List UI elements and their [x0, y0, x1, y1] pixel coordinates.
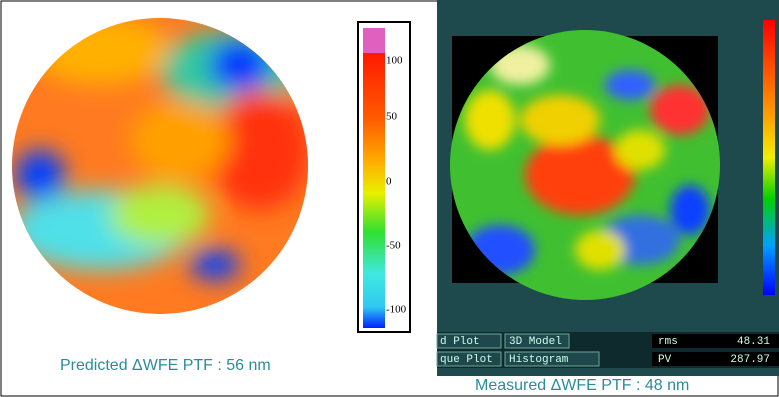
stat-value: 48.31 [737, 336, 770, 348]
predicted-map [10, 15, 310, 315]
button-label[interactable]: que Plot [440, 354, 493, 366]
stat-value: 287.97 [730, 354, 770, 366]
colorbar-label: -50 [386, 240, 401, 252]
page: 100 50 0 -50 -100 Predicted ΔWFE PTF : 5… [0, 0, 779, 397]
colorbar-label: 100 [386, 55, 403, 67]
colorbar [363, 28, 385, 328]
screenshot: 100 50 0 -50 -100 Predicted ΔWFE PTF : 5… [0, 0, 779, 397]
measured-colorbar [763, 20, 775, 295]
caption: Measured ΔWFE PTF : 48 nm [475, 377, 689, 394]
button-label[interactable]: Histogram [509, 354, 569, 366]
colorbar-label: 50 [386, 111, 398, 123]
button-label[interactable]: d Plot [440, 336, 480, 348]
button-label[interactable]: 3D Model [509, 336, 562, 348]
stat-label: PV [658, 354, 672, 366]
colorbar-label: -100 [386, 304, 407, 316]
colorbar-top [363, 28, 385, 53]
caption: Predicted ΔWFE PTF : 56 nm [60, 357, 271, 374]
stat-label: rms [658, 336, 678, 348]
colorbar-label: 0 [386, 176, 392, 188]
